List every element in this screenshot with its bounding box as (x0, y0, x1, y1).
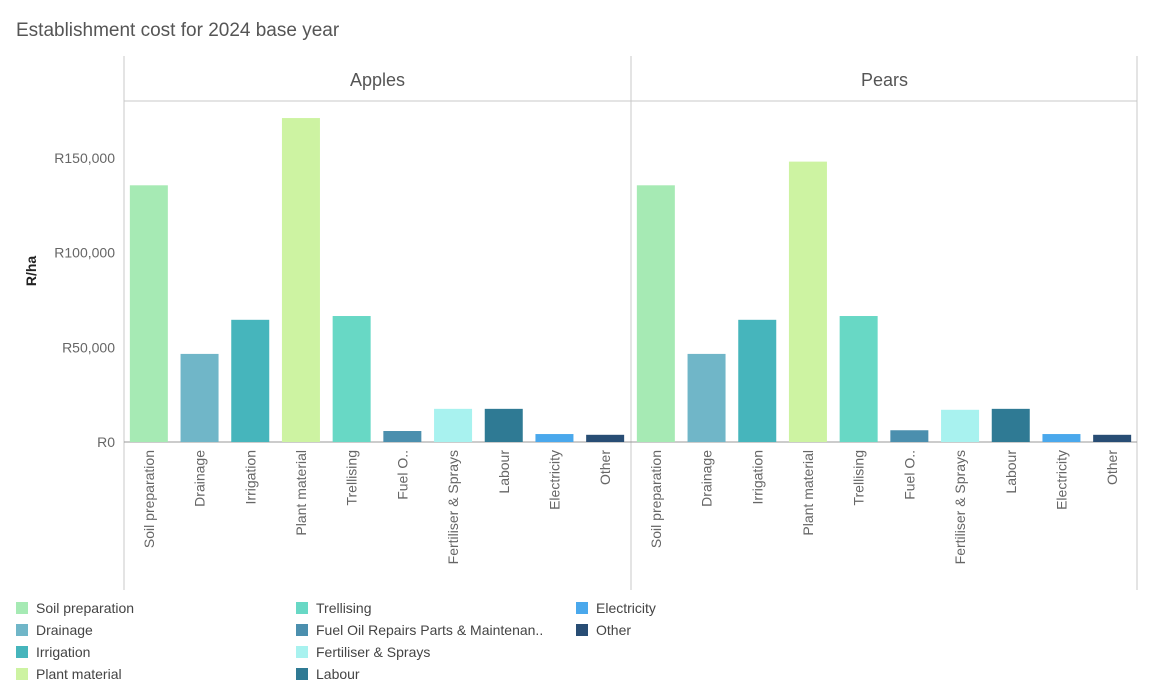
bar (383, 431, 422, 442)
x-tick-label: Plant material (800, 450, 816, 536)
bar (788, 161, 827, 442)
bar (941, 409, 980, 442)
legend-item[interactable]: Labour (296, 666, 360, 682)
legend-swatch (296, 646, 308, 658)
legend-swatch (16, 602, 28, 614)
legend-label: Other (596, 622, 632, 638)
y-tick-label: R0 (97, 434, 115, 450)
legend-label: Soil preparation (36, 600, 135, 616)
chart-title: Establishment cost for 2024 base year (16, 20, 340, 41)
legend-swatch (576, 624, 588, 636)
bar (484, 408, 523, 442)
legend-label: Plant material (36, 666, 122, 682)
x-tick-label: Drainage (699, 450, 715, 507)
legend-label: Drainage (36, 622, 93, 638)
panel-header: Apples (350, 70, 405, 90)
legend-swatch (296, 624, 308, 636)
bar (535, 434, 574, 442)
legend-item[interactable]: Fuel Oil Repairs Parts & Maintenan.. (296, 622, 543, 638)
legend-item[interactable]: Other (576, 622, 631, 638)
legend-swatch (16, 624, 28, 636)
bar (687, 353, 726, 442)
panel-apples: Apples Soil preparation Drainage Irrigation… (129, 70, 625, 564)
legend-swatch (16, 668, 28, 680)
bar (434, 408, 473, 442)
x-tick-label: Fuel O.. (394, 450, 410, 500)
panel-pears: Pears Soil preparation Drainage Irrigation P… (636, 70, 1132, 564)
y-tick-label: R100,000 (54, 245, 115, 261)
bar (636, 185, 675, 442)
bar (231, 319, 270, 442)
x-tick-label: Other (597, 450, 613, 485)
x-tick-label: Labour (1003, 450, 1019, 494)
legend-item[interactable]: Trellising (296, 600, 372, 616)
y-tick-label: R150,000 (54, 150, 115, 166)
legend-label: Trellising (316, 600, 372, 616)
legend-label: Labour (316, 666, 360, 682)
panel-header: Pears (861, 70, 908, 90)
chart: R/ha R0 R50,000 R100,000 R150,000 Apples Soil … (23, 56, 1138, 590)
bar (1093, 434, 1132, 442)
x-tick-label: Fertiliser & Sprays (445, 450, 461, 564)
x-tick-label: Irrigation (749, 450, 765, 504)
legend-item[interactable]: Plant material (16, 666, 122, 682)
x-tick-label: Fertiliser & Sprays (952, 450, 968, 564)
legend-label: Fuel Oil Repairs Parts & Maintenan.. (316, 622, 544, 638)
bar (180, 353, 219, 442)
x-tick-label: Electricity (1053, 450, 1069, 510)
x-tick-label: Irrigation (242, 450, 258, 504)
legend-item[interactable]: Soil preparation (16, 600, 134, 616)
legend-item[interactable]: Fertiliser & Sprays (296, 644, 430, 660)
legend-label: Fertiliser & Sprays (316, 644, 431, 660)
legend-swatch (16, 646, 28, 658)
bar (586, 434, 625, 442)
x-tick-label: Other (1104, 450, 1120, 485)
legend: Soil preparation Drainage Irrigation Plant … (16, 600, 1136, 692)
bar (890, 430, 929, 442)
legend-item[interactable]: Irrigation (16, 644, 90, 660)
legend-swatch (296, 602, 308, 614)
x-tick-label: Electricity (546, 450, 562, 510)
bar (738, 319, 777, 442)
x-tick-label: Soil preparation (141, 450, 157, 548)
x-tick-label: Soil preparation (648, 450, 664, 548)
legend-swatch (576, 602, 588, 614)
legend-item[interactable]: Electricity (576, 600, 656, 616)
bar (281, 118, 320, 443)
bar (332, 316, 371, 442)
bar (991, 408, 1030, 442)
x-tick-label: Labour (496, 450, 512, 494)
x-tick-label: Trellising (851, 450, 867, 506)
x-tick-label: Trellising (344, 450, 360, 506)
legend-swatch (296, 668, 308, 680)
x-tick-label: Drainage (192, 450, 208, 507)
bar (1042, 434, 1081, 442)
bar (129, 185, 168, 442)
x-tick-label: Fuel O.. (901, 450, 917, 500)
legend-item[interactable]: Drainage (16, 622, 93, 638)
legend-label: Irrigation (36, 644, 91, 660)
legend-label: Electricity (596, 600, 656, 616)
bar (839, 316, 878, 442)
y-axis-label: R/ha (23, 256, 39, 287)
x-tick-label: Plant material (293, 450, 309, 536)
y-tick-label: R50,000 (62, 339, 115, 355)
